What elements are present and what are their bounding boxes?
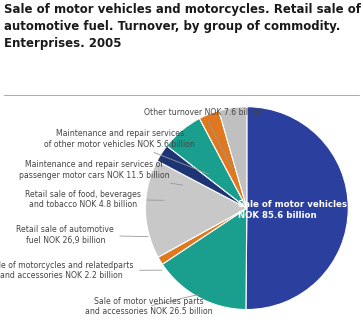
Text: Maintenance and repair services
of other motor vehicles NOK 5.6 billion: Maintenance and repair services of other…: [44, 129, 208, 174]
Wedge shape: [157, 146, 247, 208]
Wedge shape: [158, 208, 247, 264]
Wedge shape: [167, 119, 247, 208]
Wedge shape: [146, 161, 247, 257]
Wedge shape: [246, 107, 348, 310]
Wedge shape: [162, 208, 247, 310]
Text: Sale of motorcycles and relatedparts
and accessories NOK 2.2 billion: Sale of motorcycles and relatedparts and…: [0, 261, 162, 280]
Text: Other turnover NOK 7.6 billion: Other turnover NOK 7.6 billion: [144, 108, 262, 168]
Text: Sale of motor vehicles parts
and accessories NOK 26.5 billion: Sale of motor vehicles parts and accesso…: [85, 294, 213, 316]
Text: Retail sale of automotive
fuel NOK 26,9 billion: Retail sale of automotive fuel NOK 26,9 …: [16, 225, 148, 245]
Wedge shape: [219, 107, 247, 208]
Text: Retail sale of food, beverages
and tobacco NOK 4.8 billion: Retail sale of food, beverages and tobac…: [25, 189, 164, 209]
Text: Sale of motor vehicles
NOK 85.6 billion: Sale of motor vehicles NOK 85.6 billion: [238, 200, 347, 220]
Text: Sale of motor vehicles and motorcycles. Retail sale of
automotive fuel. Turnover: Sale of motor vehicles and motorcycles. …: [4, 3, 360, 50]
Wedge shape: [200, 111, 247, 208]
Text: Maintenance and repair services of
passenger motor cars NOK 11.5 billion: Maintenance and repair services of passe…: [19, 161, 183, 185]
